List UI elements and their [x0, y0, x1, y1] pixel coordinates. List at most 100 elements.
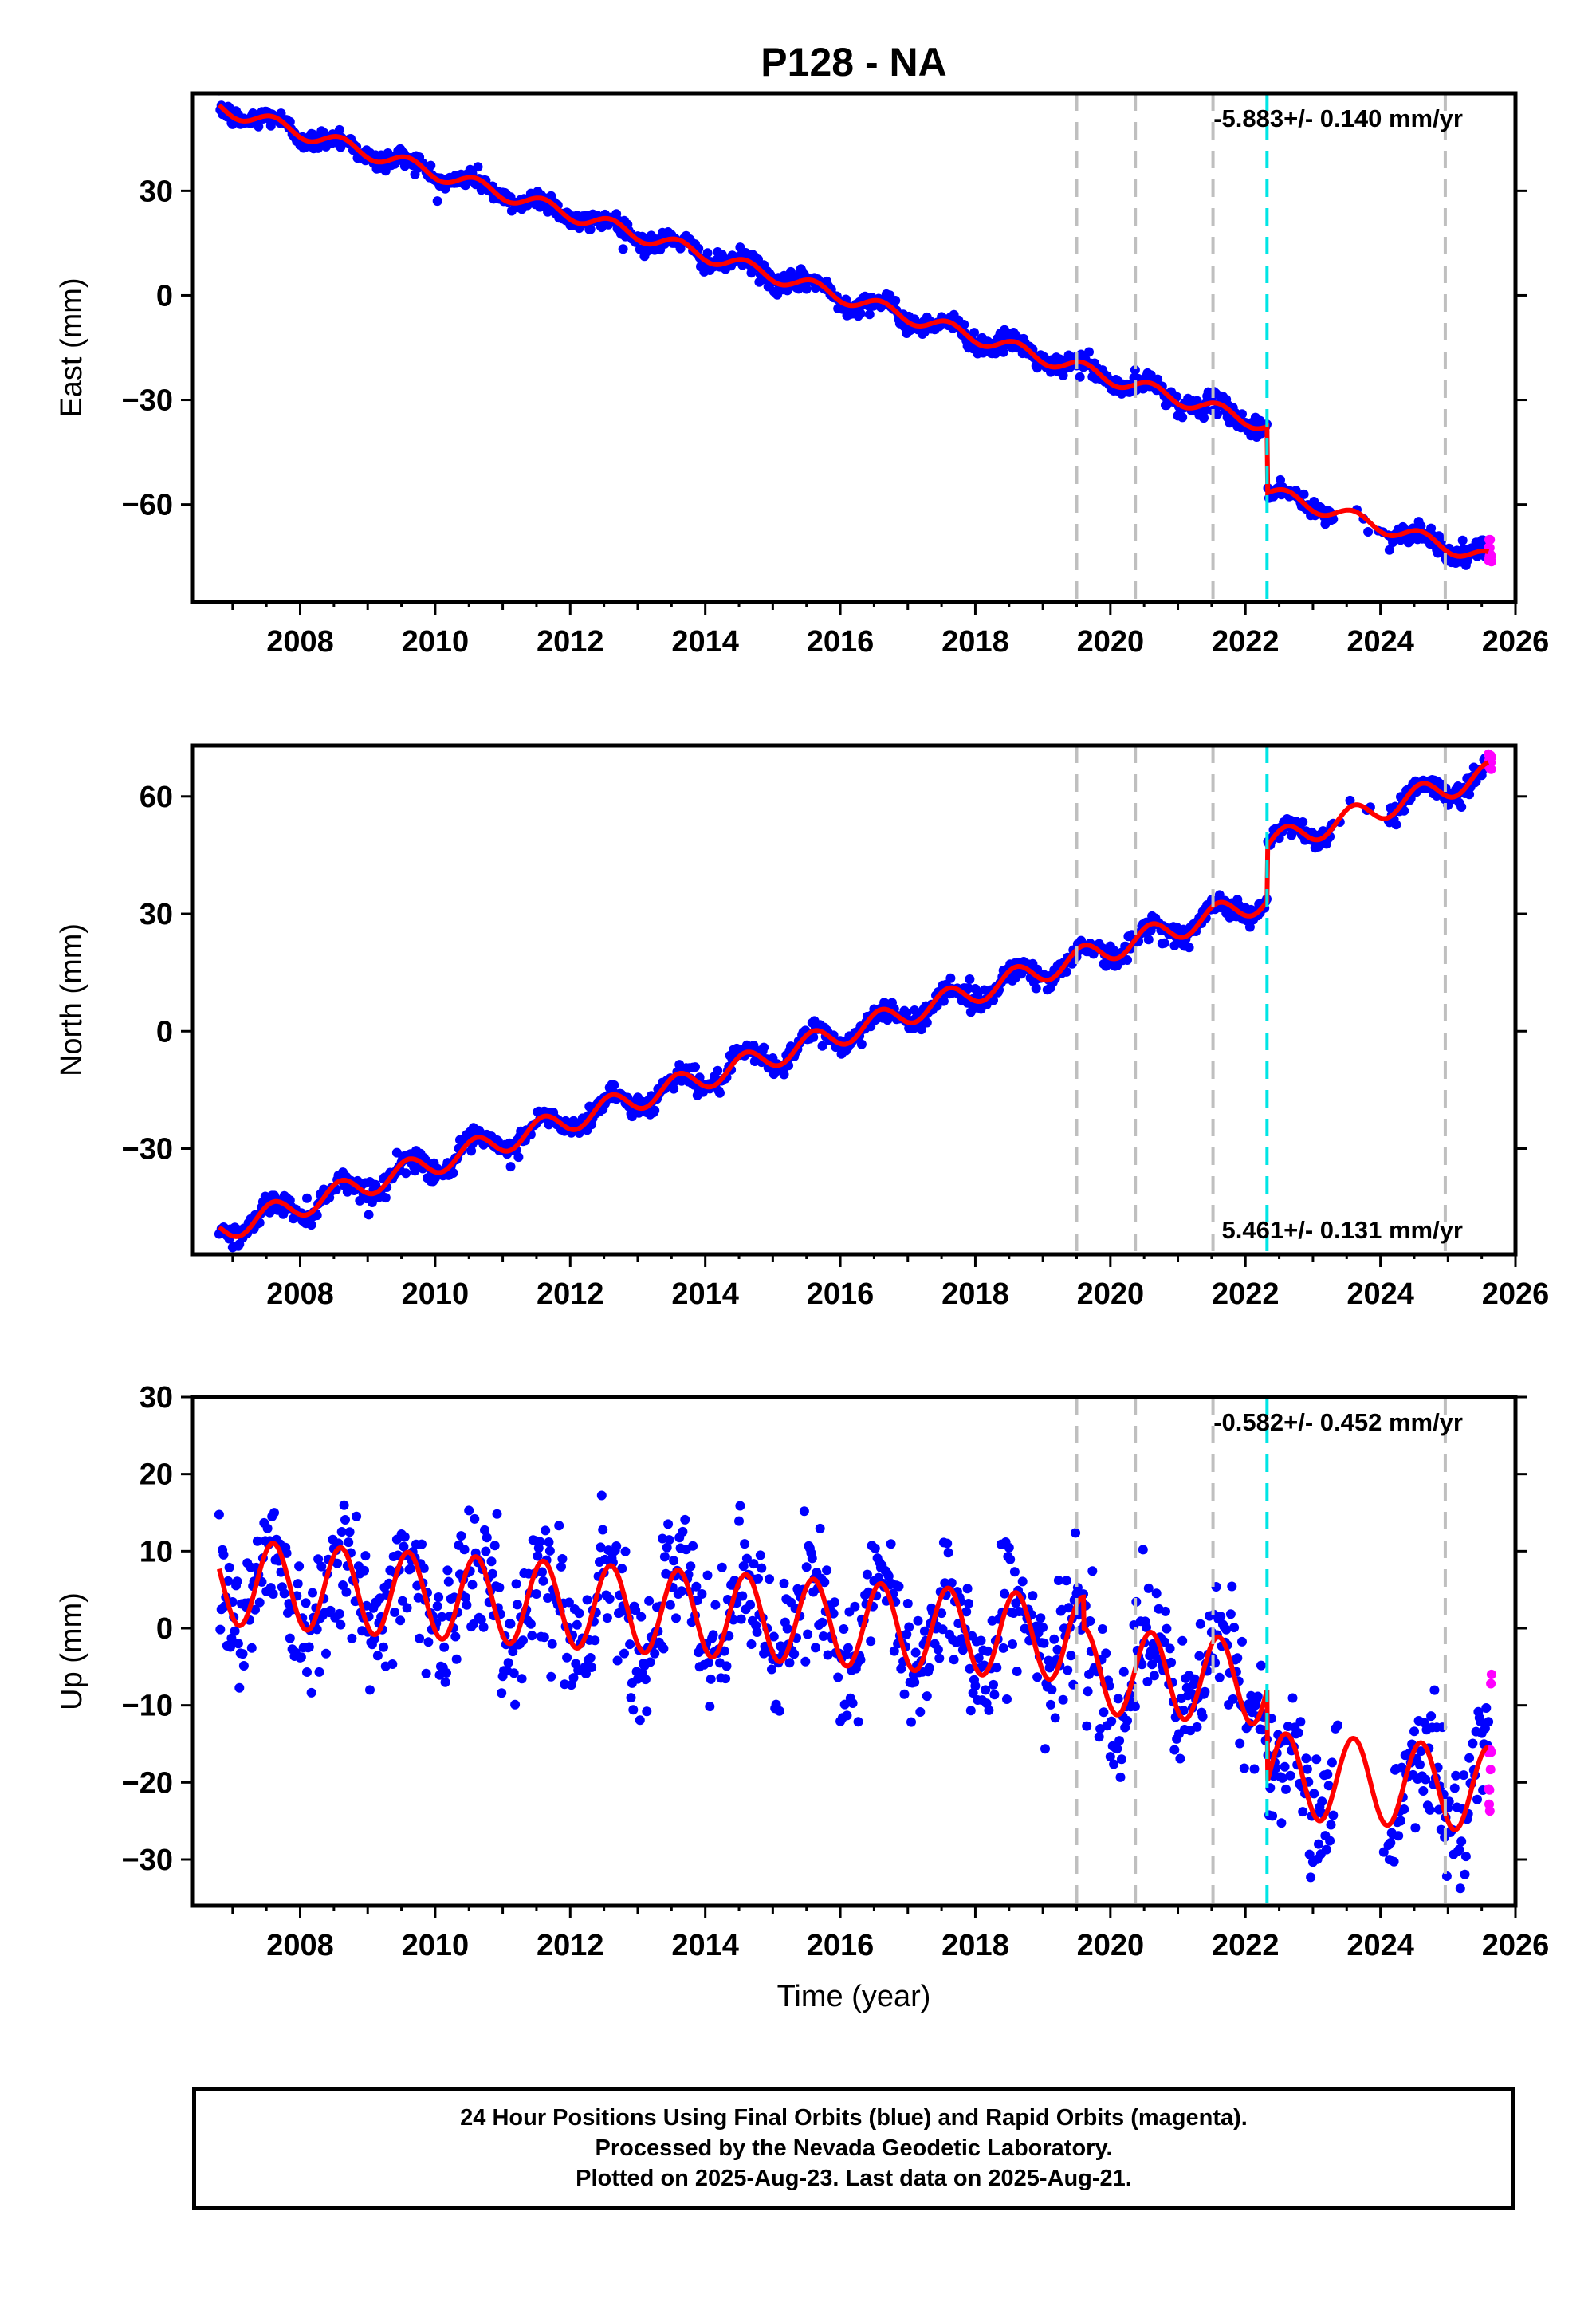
east-x-tick-label: 2024: [1346, 625, 1414, 659]
up-final-orbit-point: [544, 1545, 555, 1556]
up-final-orbit-point: [1317, 1796, 1327, 1807]
up-final-orbit-point: [421, 1668, 431, 1678]
up-final-orbit-point: [1306, 1872, 1316, 1883]
north-x-tick-label: 2016: [807, 1277, 875, 1311]
up-final-orbit-point: [934, 1653, 945, 1663]
up-final-orbit-point: [1227, 1581, 1237, 1592]
up-final-orbit-point: [233, 1639, 243, 1649]
up-final-orbit-point: [1053, 1576, 1063, 1585]
up-final-orbit-point: [933, 1644, 943, 1655]
up-final-orbit-point: [390, 1608, 400, 1617]
north-final-orbit-point: [1456, 802, 1467, 812]
up-final-orbit-point: [688, 1541, 698, 1551]
east-x-tick-label: 2008: [266, 625, 334, 659]
up-final-orbit-point: [789, 1649, 800, 1659]
up-final-orbit-point: [642, 1706, 652, 1717]
up-x-tick-label: 2018: [941, 1929, 1009, 1962]
east-final-orbit-point: [855, 309, 866, 319]
up-final-orbit-point: [1161, 1606, 1170, 1616]
up-final-orbit-point: [268, 1589, 278, 1599]
up-final-orbit-point: [767, 1664, 776, 1675]
up-final-orbit-point: [705, 1702, 715, 1712]
up-final-orbit-point: [1063, 1665, 1073, 1675]
north-final-orbit-point: [391, 1147, 402, 1158]
up-final-orbit-point: [1333, 1720, 1342, 1730]
east-x-tick-label: 2016: [807, 625, 875, 659]
up-final-orbit-point: [853, 1717, 863, 1727]
up-final-orbit-point: [306, 1687, 316, 1698]
east-final-orbit-point: [969, 328, 979, 338]
up-final-orbit-point: [942, 1538, 953, 1549]
up-final-orbit-point: [439, 1642, 450, 1652]
up-final-orbit-point: [539, 1632, 549, 1643]
up-final-orbit-point: [989, 1690, 1000, 1700]
up-final-orbit-point: [1099, 1707, 1109, 1718]
up-final-orbit-point: [738, 1561, 749, 1572]
up-final-orbit-point: [818, 1631, 828, 1641]
up-final-orbit-point: [1151, 1588, 1162, 1599]
up-final-orbit-point: [1460, 1869, 1470, 1879]
north-final-orbit-point: [922, 1017, 932, 1028]
up-final-orbit-point: [360, 1551, 371, 1561]
up-final-orbit-point: [486, 1556, 497, 1567]
up-final-orbit-point: [677, 1586, 686, 1596]
up-x-tick-label: 2024: [1346, 1929, 1414, 1962]
up-final-orbit-point: [1149, 1671, 1159, 1681]
up-final-orbit-point: [774, 1706, 784, 1716]
up-final-orbit-point: [894, 1581, 904, 1592]
up-final-orbit-point: [989, 1679, 998, 1690]
up-final-orbit-point: [992, 1663, 1002, 1673]
up-x-tick-label: 2022: [1212, 1929, 1280, 1962]
north-x-tick-label: 2010: [402, 1277, 470, 1311]
up-final-orbit-point: [1214, 1672, 1225, 1682]
up-final-orbit-point: [919, 1626, 930, 1636]
up-final-orbit-point: [1162, 1623, 1172, 1634]
up-final-orbit-point: [703, 1658, 713, 1667]
up-final-orbit-point: [442, 1668, 451, 1678]
up-final-orbit-point: [279, 1588, 289, 1599]
up-final-orbit-point: [658, 1643, 669, 1654]
up-final-orbit-point: [1285, 1770, 1295, 1781]
up-final-orbit-point: [334, 1608, 344, 1619]
up-final-orbit-point: [740, 1539, 750, 1549]
up-final-orbit-point: [697, 1589, 707, 1599]
up-final-orbit-point: [800, 1656, 811, 1667]
up-final-orbit-point: [456, 1531, 466, 1541]
up-final-orbit-point: [1268, 1811, 1278, 1821]
up-final-orbit-point: [962, 1584, 973, 1594]
north-final-orbit-point: [908, 1024, 918, 1033]
up-final-orbit-point: [736, 1614, 746, 1624]
up-final-orbit-point: [423, 1637, 434, 1647]
up-final-orbit-point: [352, 1511, 362, 1521]
east-final-orbit-point: [1192, 396, 1202, 406]
up-final-orbit-point: [1118, 1667, 1129, 1677]
footer-line-2: Processed by the Nevada Geodetic Laborat…: [595, 2135, 1113, 2161]
east-final-orbit-point: [1153, 374, 1163, 384]
up-final-orbit-point: [1082, 1721, 1092, 1731]
up-final-orbit-point: [226, 1633, 237, 1643]
east-final-orbit-point: [254, 121, 264, 132]
up-final-orbit-point: [417, 1539, 427, 1549]
up-final-orbit-point: [321, 1648, 331, 1659]
up-final-orbit-point: [741, 1553, 752, 1564]
up-final-orbit-point: [574, 1608, 584, 1619]
up-final-orbit-point: [1409, 1726, 1419, 1737]
up-final-orbit-point: [1028, 1591, 1038, 1601]
up-final-orbit-point: [547, 1639, 557, 1649]
up-final-orbit-point: [984, 1705, 994, 1715]
up-final-orbit-point: [546, 1671, 556, 1682]
up-final-orbit-point: [1455, 1883, 1465, 1894]
up-final-orbit-point: [262, 1523, 273, 1533]
up-final-orbit-point: [1237, 1636, 1247, 1647]
up-final-orbit-point: [1468, 1738, 1478, 1749]
up-final-orbit-point: [1410, 1823, 1421, 1833]
up-final-orbit-point: [719, 1646, 729, 1656]
up-final-orbit-point: [281, 1548, 292, 1558]
footer-line-3: Plotted on 2025-Aug-23. Last data on 202…: [576, 2166, 1132, 2191]
up-final-orbit-point: [1249, 1764, 1260, 1774]
up-final-orbit-point: [1484, 1717, 1494, 1727]
up-final-orbit-point: [855, 1655, 866, 1665]
up-final-orbit-point: [497, 1688, 507, 1698]
north-final-orbit-point: [965, 974, 975, 984]
up-final-orbit-point: [372, 1651, 383, 1661]
